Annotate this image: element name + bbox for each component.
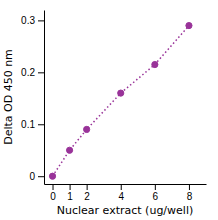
y-tick-label: 0.2: [21, 67, 35, 78]
x-axis-line: [45, 184, 207, 185]
data-point: [118, 90, 124, 96]
x-tick-mark: [155, 184, 156, 190]
x-tick-mark: [53, 184, 54, 190]
x-tick: 2: [84, 184, 90, 202]
x-tick: 4: [118, 184, 124, 202]
x-tick-mark: [121, 184, 122, 190]
data-point: [49, 173, 55, 179]
data-line: [53, 26, 189, 177]
y-tick: 0.3: [21, 15, 44, 26]
x-tick: 6: [153, 184, 159, 202]
x-tick-mark: [189, 184, 190, 190]
y-tick-mark: [38, 72, 44, 73]
y-tick: 0.2: [21, 67, 44, 78]
x-tick-label: 1: [67, 191, 73, 202]
data-point: [152, 61, 158, 67]
marks: [49, 22, 192, 179]
x-tick-mark: [70, 184, 71, 190]
y-tick-label: 0.3: [21, 15, 35, 26]
y-tick-label: 0.1: [21, 119, 35, 130]
y-tick-mark: [38, 176, 44, 177]
y-tick-mark: [38, 20, 44, 21]
plot: 01246800.10.20.3: [21, 11, 206, 203]
y-axis: 0 0.1 0.2 0.3: [21, 11, 44, 185]
x-tick-label: 4: [118, 191, 124, 202]
y-axis-line: [44, 11, 45, 185]
x-tick-label: 0: [50, 191, 56, 202]
data-point: [66, 147, 72, 153]
y-axis-title: Delta OD 450 nm: [2, 49, 15, 145]
chart: 01246800.10.20.3Nuclear extract (ug/well…: [0, 0, 218, 220]
x-tick-label: 8: [187, 191, 193, 202]
y-tick: 0.1: [21, 119, 44, 130]
x-axis: 012 4 6 8: [45, 184, 207, 202]
x-tick-mark: [87, 184, 88, 190]
x-tick-label: 6: [153, 191, 159, 202]
y-tick: 0: [29, 171, 44, 182]
x-tick: 1: [67, 184, 73, 202]
data-point: [84, 126, 90, 132]
x-tick: 8: [187, 184, 193, 202]
x-tick: 0: [50, 184, 56, 202]
x-axis-title: Nuclear extract (ug/well): [57, 204, 193, 217]
y-tick-label: 0: [29, 171, 35, 182]
data-point: [186, 22, 192, 28]
y-tick-mark: [38, 124, 44, 125]
x-tick-label: 2: [84, 191, 90, 202]
